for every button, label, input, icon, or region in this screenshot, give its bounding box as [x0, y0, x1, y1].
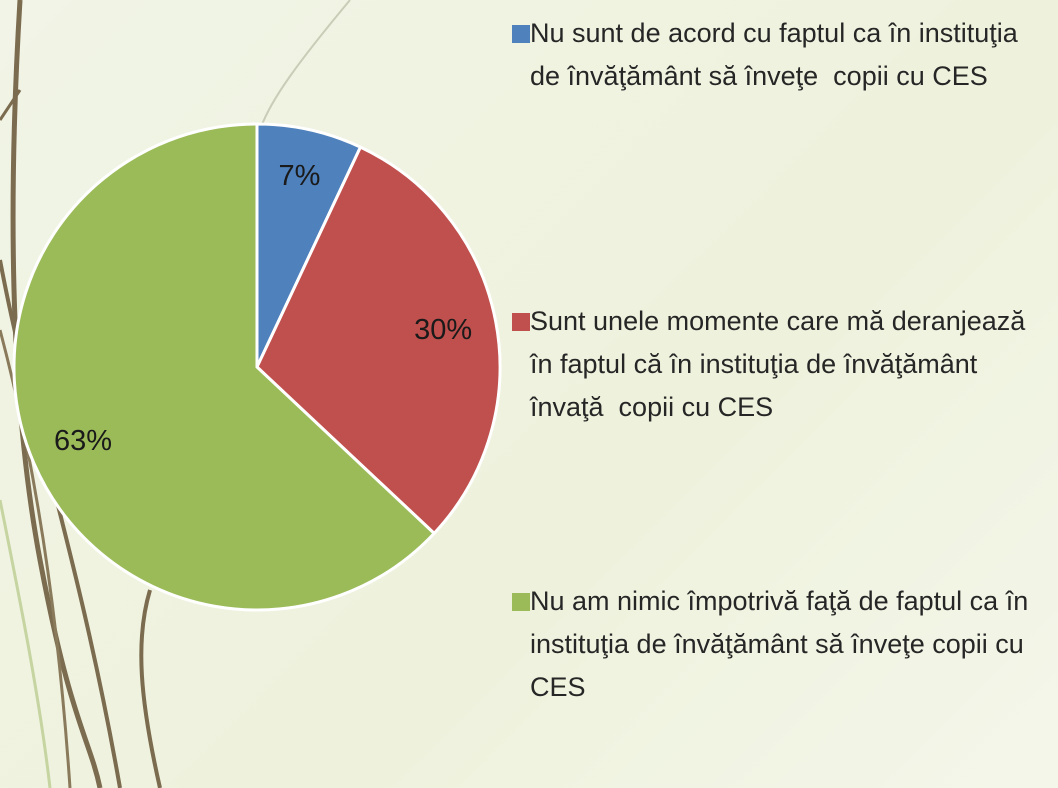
legend-label: Nu am nimic împotrivă faţă de faptul ca …: [530, 586, 1036, 702]
deco-line: [0, 89, 22, 121]
legend-label: Sunt unele momente care mă deranjează în…: [530, 306, 1033, 422]
legend-item: Nu am nimic împotrivă faţă de faptul ca …: [512, 580, 1052, 709]
legend-item: Sunt unele momente care mă deranjează în…: [512, 300, 1052, 429]
data-label: 63%: [54, 425, 112, 457]
deco-line: [139, 589, 162, 788]
deco-line: [259, 0, 351, 131]
pie-slice: [12, 122, 437, 612]
legend-item: Nu sunt de acord cu faptul ca în institu…: [512, 12, 1052, 98]
data-label: 30%: [414, 314, 472, 346]
legend-swatch: [512, 313, 530, 331]
deco-line: [10, 0, 103, 788]
pie-slice: [255, 122, 363, 368]
legend-swatch: [512, 25, 530, 43]
legend-swatch: [512, 593, 530, 611]
chart: 7% 30% 63%: [12, 122, 502, 612]
legend-label: Nu sunt de acord cu faptul ca în institu…: [530, 18, 1026, 91]
data-label: 7%: [278, 160, 320, 192]
deco-line: [0, 499, 52, 788]
pie-slice: [255, 145, 502, 536]
